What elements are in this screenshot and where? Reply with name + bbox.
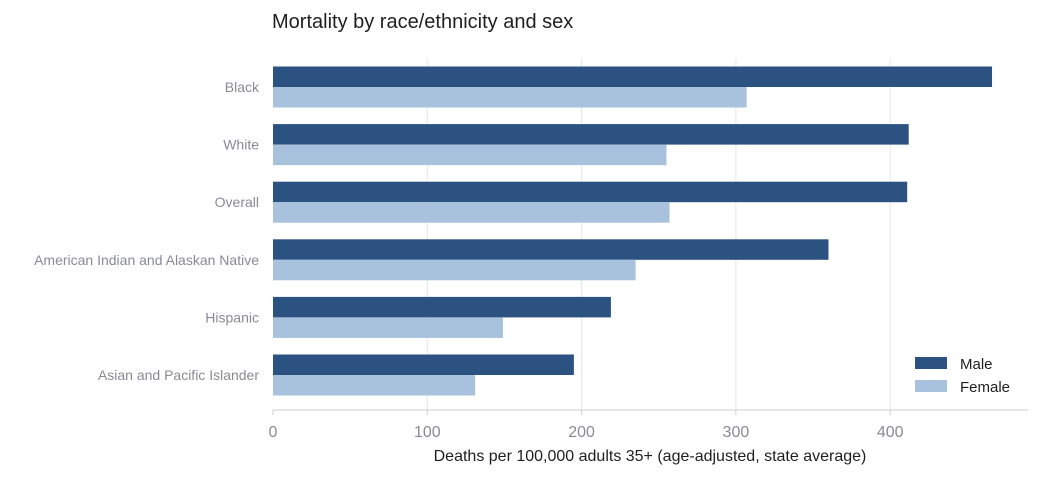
grid-lines bbox=[426, 58, 891, 410]
bar-male-5 bbox=[273, 354, 574, 375]
bar-male-3 bbox=[273, 239, 829, 260]
category-label: White bbox=[223, 137, 259, 153]
bar-female-4 bbox=[273, 317, 503, 338]
bars bbox=[273, 66, 993, 396]
x-tick-label: 0 bbox=[269, 424, 278, 441]
x-axis-title: Deaths per 100,000 adults 35+ (age-adjus… bbox=[434, 448, 867, 465]
bar-male-0 bbox=[273, 66, 993, 87]
category-label: Hispanic bbox=[205, 309, 259, 325]
bar-female-1 bbox=[273, 144, 667, 166]
x-tick-label: 400 bbox=[877, 424, 904, 441]
category-label: Black bbox=[225, 79, 260, 95]
legend-label-female: Female bbox=[960, 379, 1010, 396]
bar-female-0 bbox=[273, 87, 747, 108]
legend: Male Female bbox=[915, 356, 1010, 396]
chart-title: Mortality by race/ethnicity and sex bbox=[272, 11, 573, 33]
legend-swatch-male bbox=[915, 357, 947, 369]
x-tick-label: 300 bbox=[723, 424, 750, 441]
legend-swatch-female bbox=[915, 380, 947, 392]
x-tick-label: 200 bbox=[568, 424, 595, 441]
legend-label-male: Male bbox=[960, 356, 993, 373]
bar-male-4 bbox=[273, 296, 611, 318]
bar-female-5 bbox=[273, 375, 476, 396]
category-labels: Black White Overall American Indian and Ala… bbox=[34, 79, 260, 383]
bar-male-1 bbox=[273, 124, 909, 145]
bar-female-2 bbox=[273, 202, 670, 223]
bar-female-3 bbox=[273, 259, 636, 281]
x-tick-label: 100 bbox=[414, 424, 441, 441]
x-tick-labels: 0 100 200 300 400 bbox=[269, 410, 904, 441]
category-label: American Indian and Alaskan Native bbox=[34, 252, 259, 268]
category-label: Asian and Pacific Islander bbox=[98, 367, 259, 383]
bar-male-2 bbox=[273, 181, 908, 203]
category-label: Overall bbox=[215, 194, 259, 210]
